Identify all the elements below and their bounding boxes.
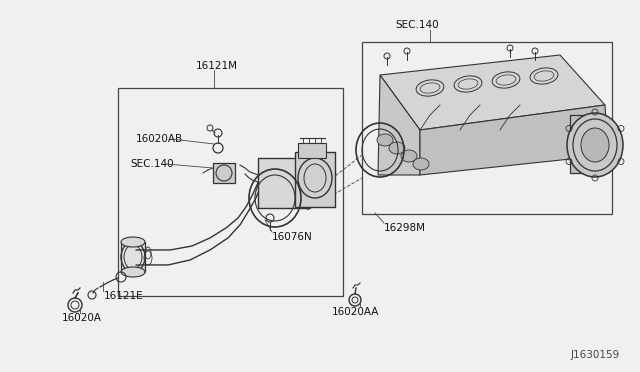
Bar [118, 88, 343, 296]
Bar [121, 242, 145, 272]
Bar [362, 42, 612, 214]
Ellipse shape [389, 142, 405, 154]
Bar [258, 158, 310, 208]
Ellipse shape [401, 150, 417, 162]
Ellipse shape [413, 158, 429, 170]
Text: 16121M: 16121M [196, 61, 238, 71]
Bar [570, 115, 602, 173]
Ellipse shape [121, 267, 145, 277]
Text: 16121E: 16121E [104, 291, 143, 301]
Text: 16020A: 16020A [62, 313, 102, 323]
Text: SEC.140: SEC.140 [395, 20, 438, 30]
Text: 16298M: 16298M [384, 223, 426, 233]
Bar [295, 152, 335, 207]
Polygon shape [420, 105, 608, 175]
Text: J1630159: J1630159 [571, 350, 620, 360]
Polygon shape [380, 55, 605, 130]
Text: 16076N: 16076N [272, 232, 313, 242]
Text: 16020AA: 16020AA [332, 307, 380, 317]
Text: 16020AB: 16020AB [136, 134, 183, 144]
Ellipse shape [377, 134, 393, 146]
Bar [213, 163, 235, 183]
Ellipse shape [581, 128, 609, 162]
Text: SEC.140: SEC.140 [130, 159, 173, 169]
Polygon shape [378, 75, 420, 175]
Bar [298, 143, 326, 158]
Ellipse shape [567, 113, 623, 177]
Ellipse shape [121, 237, 145, 247]
